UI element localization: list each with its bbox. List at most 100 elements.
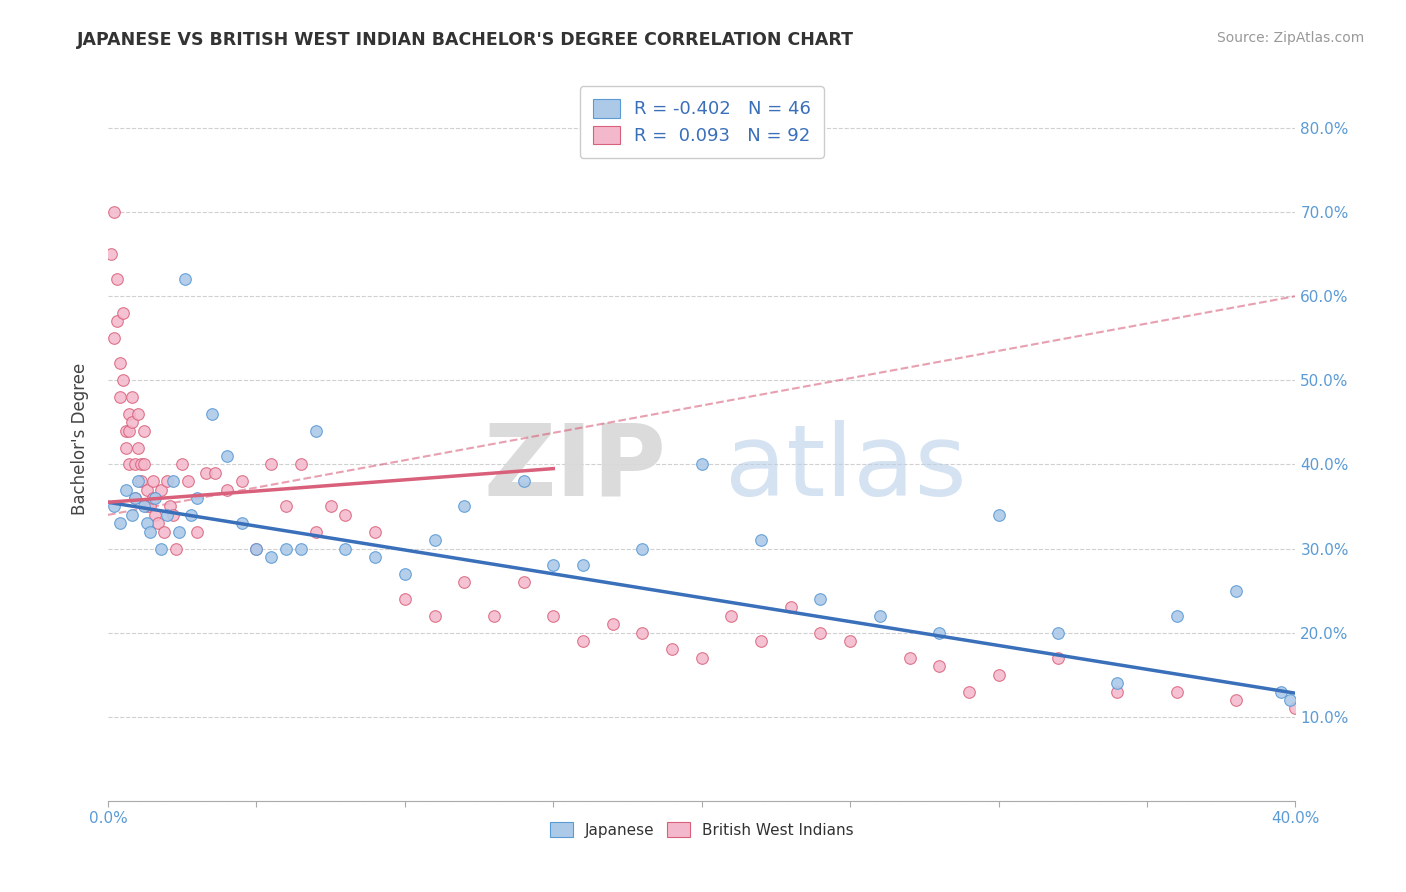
Point [103,205,125,219]
Point [118,458,141,472]
Point [290,541,312,556]
Point [127,407,149,421]
Point [121,508,143,522]
Point [1046,625,1069,640]
Point [141,491,163,505]
Point [1374,718,1396,732]
Point [898,651,921,665]
Point [156,508,179,522]
Point [186,524,208,539]
Point [1166,684,1188,698]
Point [305,424,328,438]
Point [162,508,184,522]
Point [245,541,267,556]
Point [1284,701,1306,715]
Text: ZIP: ZIP [484,419,666,516]
Point [129,458,152,472]
Point [1278,693,1301,707]
Point [231,516,253,531]
Point [118,424,141,438]
Point [108,516,131,531]
Point [194,466,217,480]
Point [215,449,238,463]
Point [111,306,134,320]
Point [165,541,187,556]
Point [100,247,122,261]
Point [779,600,801,615]
Point [105,272,128,286]
Point [245,541,267,556]
Point [305,524,328,539]
Point [127,441,149,455]
Point [423,608,446,623]
Point [749,634,772,648]
Point [138,524,160,539]
Point [108,390,131,404]
Point [174,272,197,286]
Point [159,500,181,514]
Point [364,549,387,564]
Point [1166,608,1188,623]
Point [572,558,595,573]
Point [138,500,160,514]
Point [153,524,176,539]
Point [290,458,312,472]
Point [135,500,157,514]
Point [572,634,595,648]
Point [319,500,342,514]
Point [987,508,1010,522]
Point [543,608,565,623]
Point [274,541,297,556]
Point [150,483,173,497]
Point [512,575,534,590]
Point [129,474,152,488]
Point [132,424,155,438]
Point [810,625,832,640]
Point [118,407,141,421]
Point [103,500,125,514]
Point [1270,684,1292,698]
Point [1313,710,1336,724]
Point [928,625,950,640]
Point [108,356,131,370]
Legend: Japanese, British West Indians: Japanese, British West Indians [544,815,859,844]
Point [394,566,416,581]
Point [482,608,505,623]
Point [810,592,832,607]
Point [141,474,163,488]
Text: JAPANESE VS BRITISH WEST INDIAN BACHELOR'S DEGREE CORRELATION CHART: JAPANESE VS BRITISH WEST INDIAN BACHELOR… [77,31,855,49]
Point [335,508,357,522]
Point [124,458,146,472]
Point [145,508,167,522]
Point [690,651,713,665]
Point [453,500,475,514]
Point [114,483,136,497]
Point [127,474,149,488]
Y-axis label: Bachelor's Degree: Bachelor's Degree [72,363,89,516]
Point [1225,693,1247,707]
Point [260,458,283,472]
Point [135,516,157,531]
Point [1403,726,1406,740]
Point [111,373,134,387]
Point [543,558,565,573]
Point [201,407,224,421]
Point [453,575,475,590]
Point [631,541,654,556]
Point [121,390,143,404]
Point [132,458,155,472]
Point [749,533,772,547]
Point [661,642,683,657]
Point [204,466,226,480]
Point [172,458,194,472]
Point [364,524,387,539]
Point [145,491,167,505]
Point [274,500,297,514]
Point [167,524,190,539]
Text: Source: ZipAtlas.com: Source: ZipAtlas.com [1216,31,1364,45]
Point [124,491,146,505]
Point [631,625,654,640]
Point [423,533,446,547]
Point [1046,651,1069,665]
Point [512,474,534,488]
